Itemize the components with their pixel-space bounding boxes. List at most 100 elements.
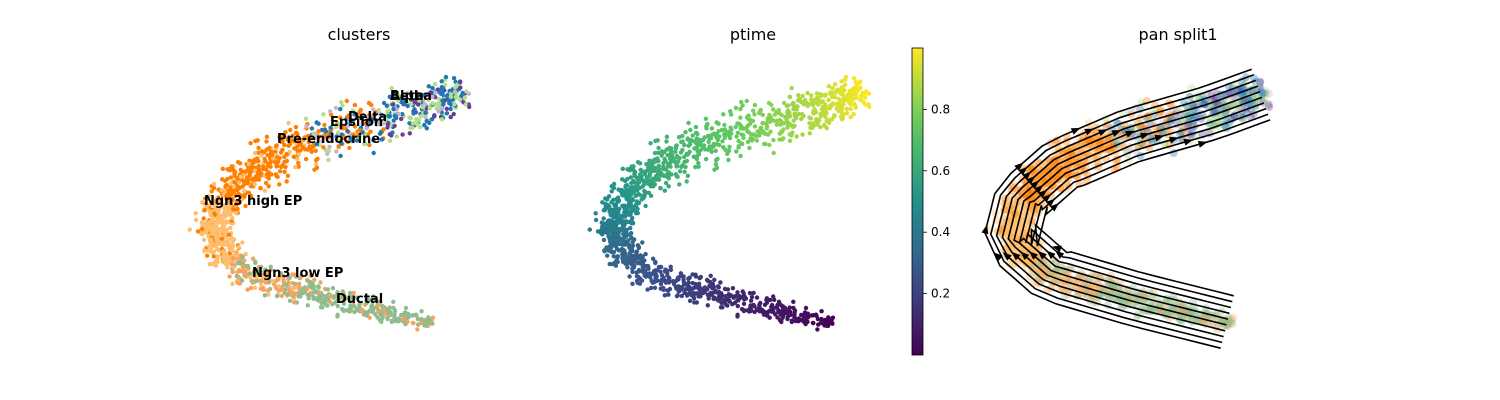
cell-point xyxy=(305,292,311,298)
cell-point xyxy=(438,91,443,96)
cell-point xyxy=(666,184,671,189)
cell-point xyxy=(231,184,237,189)
cell-point xyxy=(613,204,618,210)
cell-point xyxy=(623,261,628,266)
cell-point xyxy=(832,82,838,87)
cell-point xyxy=(1023,259,1032,268)
cell-point xyxy=(310,281,315,287)
cell-point xyxy=(211,232,216,237)
cell-point xyxy=(815,316,821,322)
cell-point xyxy=(234,211,239,216)
cell-point xyxy=(1041,268,1050,277)
cell-point xyxy=(347,290,353,296)
cell-point xyxy=(424,118,429,124)
cell-point xyxy=(463,102,468,107)
cell-point xyxy=(609,237,614,242)
cell-point xyxy=(410,320,416,326)
cell-point xyxy=(312,277,317,282)
cell-point xyxy=(736,144,741,149)
cell-point xyxy=(620,203,625,208)
cell-point xyxy=(646,161,651,166)
cell-point xyxy=(216,239,221,244)
cell-point xyxy=(401,316,406,321)
cell-point xyxy=(684,151,689,157)
cell-point xyxy=(642,194,647,199)
cell-point xyxy=(725,297,730,302)
cell-point xyxy=(642,188,647,194)
cell-point xyxy=(639,278,645,283)
cell-point xyxy=(807,121,812,126)
cell-point xyxy=(231,206,236,212)
cell-point xyxy=(264,134,270,139)
cell-point xyxy=(662,156,667,162)
cell-point xyxy=(238,167,243,173)
cell-point xyxy=(231,188,237,193)
cell-point xyxy=(621,222,626,227)
cell-point xyxy=(405,319,410,324)
cell-point xyxy=(739,132,744,137)
cell-point xyxy=(631,184,637,189)
cell-point xyxy=(405,311,411,316)
cell-point xyxy=(215,198,220,204)
cell-point xyxy=(829,117,835,122)
cell-point xyxy=(1056,184,1065,193)
cell-point xyxy=(1258,89,1267,98)
cell-point xyxy=(747,290,753,296)
cell-point xyxy=(243,180,248,185)
cell-point xyxy=(697,137,702,143)
cell-point xyxy=(348,117,353,123)
cell-point xyxy=(207,209,212,214)
cell-point xyxy=(767,119,773,125)
cell-point xyxy=(610,261,615,267)
cell-point xyxy=(643,203,648,209)
cell-point xyxy=(328,125,333,130)
cell-point xyxy=(808,116,814,121)
cell-point xyxy=(225,219,230,225)
cell-point xyxy=(354,138,360,143)
cell-point xyxy=(1223,321,1232,330)
cell-point xyxy=(232,171,237,177)
cell-point xyxy=(282,154,287,160)
cell-point xyxy=(402,97,408,103)
cell-point xyxy=(287,298,293,303)
cell-point xyxy=(734,149,739,154)
cell-point xyxy=(430,321,435,326)
cell-point xyxy=(766,100,772,106)
cell-point xyxy=(277,169,283,174)
cell-point xyxy=(229,262,234,267)
cell-point xyxy=(411,111,416,116)
cell-point xyxy=(426,97,431,103)
cell-point xyxy=(284,282,289,287)
cell-point xyxy=(687,298,693,303)
cell-point xyxy=(745,114,750,119)
cell-point xyxy=(279,164,284,170)
cell-point xyxy=(826,97,831,103)
cell-point xyxy=(637,192,643,198)
cell-point xyxy=(740,103,745,108)
cell-point xyxy=(644,273,649,278)
cell-point xyxy=(1021,181,1030,190)
cell-point xyxy=(245,177,251,182)
cell-point xyxy=(261,285,266,291)
cell-point xyxy=(243,203,248,209)
cell-point xyxy=(820,105,826,110)
cell-point xyxy=(219,236,224,241)
cell-point xyxy=(1224,320,1233,329)
cell-point xyxy=(636,268,642,273)
cell-point xyxy=(418,320,424,326)
cell-point xyxy=(215,256,220,261)
cell-point xyxy=(795,98,801,103)
cell-point xyxy=(763,121,769,126)
cell-point xyxy=(310,285,315,291)
cell-point xyxy=(670,152,675,158)
cell-point xyxy=(862,95,868,100)
cell-point xyxy=(407,131,412,136)
cell-point xyxy=(693,124,699,130)
cell-point xyxy=(323,133,328,138)
cell-point xyxy=(412,100,418,105)
cell-point xyxy=(237,161,243,166)
cell-point xyxy=(1040,271,1049,280)
cell-point xyxy=(440,98,445,103)
cell-point xyxy=(281,279,286,285)
cell-point xyxy=(273,149,278,154)
